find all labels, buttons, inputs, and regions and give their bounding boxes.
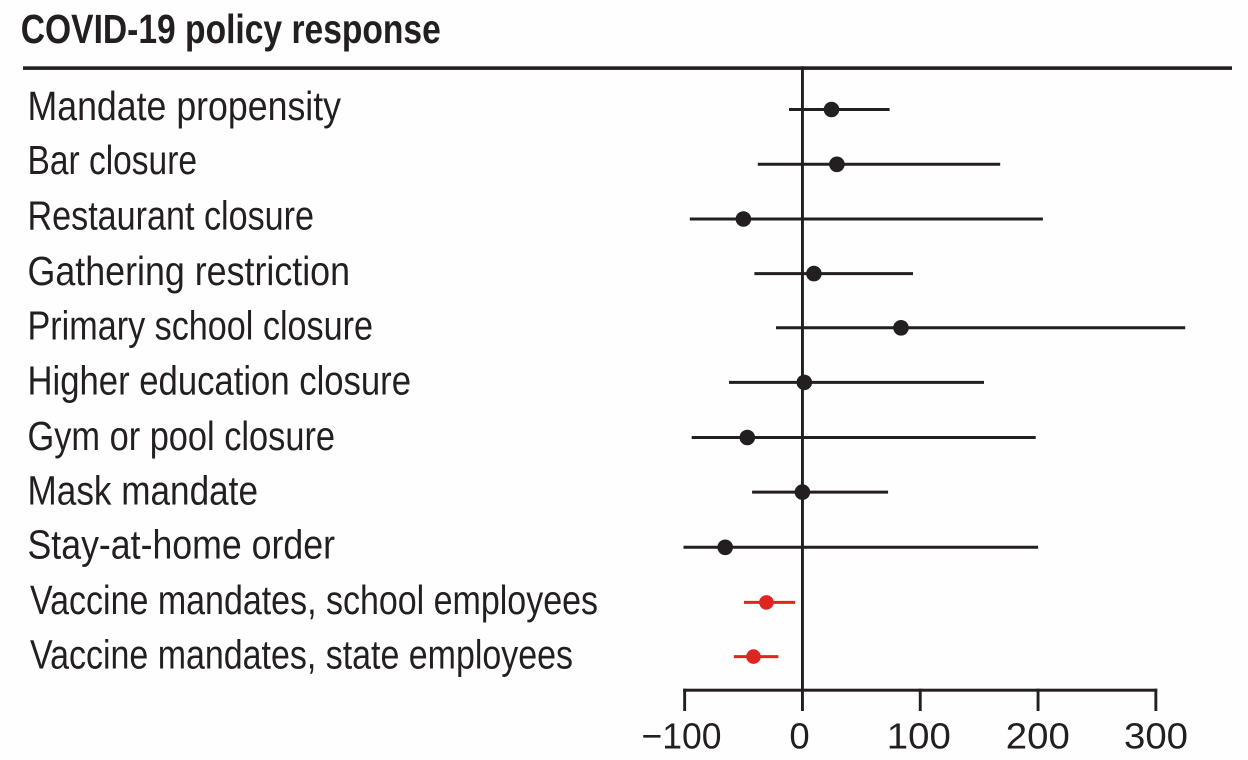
svg-text:200: 200	[1006, 716, 1070, 757]
svg-text:Higher education closure: Higher education closure	[28, 358, 412, 404]
svg-text:Restaurant closure: Restaurant closure	[28, 193, 315, 239]
svg-text:Mandate propensity: Mandate propensity	[28, 83, 342, 129]
svg-text:Stay-at-home order: Stay-at-home order	[28, 522, 336, 568]
svg-text:Bar closure: Bar closure	[28, 137, 198, 183]
svg-text:−100: −100	[642, 716, 722, 757]
svg-text:Vaccine mandates, school emplo: Vaccine mandates, school employees	[30, 577, 598, 623]
svg-text:100: 100	[887, 716, 951, 757]
svg-text:Mask mandate: Mask mandate	[28, 468, 259, 514]
svg-text:Gym or pool closure: Gym or pool closure	[28, 413, 336, 459]
svg-text:Vaccine mandates, state employ: Vaccine mandates, state employees	[30, 632, 573, 678]
svg-text:Primary school closure: Primary school closure	[28, 303, 374, 349]
svg-text:Gathering restriction: Gathering restriction	[28, 248, 351, 294]
svg-text:300: 300	[1124, 716, 1188, 757]
svg-text:0: 0	[789, 716, 809, 757]
svg-text:COVID-19 policy response: COVID-19 policy response	[21, 6, 441, 52]
